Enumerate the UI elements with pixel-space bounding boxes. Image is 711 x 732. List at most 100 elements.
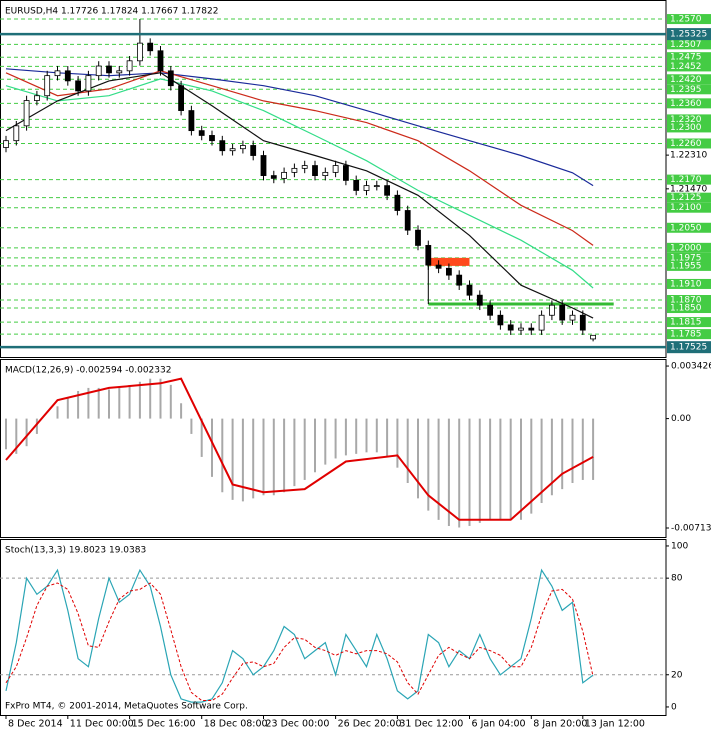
candle-body <box>322 171 329 176</box>
level-box <box>667 341 711 354</box>
candle-body <box>497 314 504 326</box>
y-tick-box <box>667 317 711 328</box>
y-tick-label: 1.1975 <box>670 253 702 263</box>
panel-frame <box>0 539 667 716</box>
candle-body <box>332 165 339 173</box>
candle-body <box>549 304 555 316</box>
candle-body <box>435 264 442 269</box>
y-tick-label: 1.2320 <box>670 115 702 125</box>
x-tick-label: 23 Dec 00:00 <box>266 719 330 730</box>
candle-body <box>126 60 133 72</box>
y-tick-label: 1.2507 <box>670 40 702 50</box>
copyright: FxPro MT4, © 2001-2014, MetaQuotes Softw… <box>5 702 248 712</box>
zone <box>428 257 470 266</box>
candle-body <box>507 324 514 331</box>
panel-title: MACD(12,26,9) -0.002594 -0.002332 <box>5 366 171 376</box>
candle-body <box>229 148 236 152</box>
price-label: 1.21470 <box>670 184 707 194</box>
candle-body <box>384 185 391 196</box>
level-label: 1.25325 <box>670 30 707 40</box>
y-tick-box <box>667 98 711 109</box>
y-tick-label: 1.1785 <box>670 330 702 340</box>
y-tick-label: 1.2050 <box>670 223 702 233</box>
candle-body <box>569 314 576 321</box>
moving-average <box>5 78 594 289</box>
y-tick-label: 1.2260 <box>670 139 702 149</box>
candle-body <box>538 314 545 331</box>
y-tick-label: 1.2170 <box>670 175 702 185</box>
candle-body <box>136 42 143 62</box>
y-tick-label: 1.2475 <box>670 53 702 63</box>
candle-body <box>291 167 298 173</box>
y-tick-label: -0.007134 <box>671 524 711 534</box>
candle-body <box>13 125 20 142</box>
y-tick-box <box>667 84 711 95</box>
candle-body <box>219 140 226 152</box>
price-label: 1.22310 <box>670 151 707 161</box>
x-tick-label: 6 Jan 04:00 <box>472 719 526 730</box>
y-tick-box <box>667 252 711 263</box>
panel-title: EURUSD,H4 1.17726 1.17824 1.17667 1.1782… <box>5 7 218 17</box>
candle-body <box>250 145 257 156</box>
x-tick-label: 18 Dec 08:00 <box>204 719 268 730</box>
candle-body <box>281 171 288 179</box>
y-tick-label: 1.2000 <box>670 243 702 253</box>
x-tick-label: 15 Dec 16:00 <box>132 719 196 730</box>
candle-body <box>404 210 411 231</box>
moving-average <box>5 72 594 319</box>
y-tick-label: 1.1850 <box>670 304 702 314</box>
candle-body <box>198 130 205 136</box>
y-tick-label: 1.2570 <box>670 15 702 25</box>
candle-body <box>147 42 154 52</box>
candle-body <box>239 145 246 150</box>
y-tick-box <box>667 14 711 25</box>
y-tick-box <box>667 114 711 125</box>
y-tick-label: 1.2360 <box>670 99 702 109</box>
candle-body <box>23 100 30 127</box>
y-tick-label: 100 <box>671 541 688 551</box>
x-tick-label: 13 Jan 12:00 <box>585 719 645 730</box>
y-tick-label: 1.2452 <box>670 62 702 72</box>
candle-body <box>157 50 164 72</box>
candle-body <box>394 194 401 211</box>
y-tick-box <box>667 192 711 203</box>
candle-body <box>64 70 71 82</box>
x-tick-label: 8 Dec 2014 <box>8 719 63 730</box>
candle-body <box>363 185 370 191</box>
candle-body <box>167 70 174 87</box>
candle-body <box>270 175 277 179</box>
candle-body <box>415 229 421 246</box>
candle-body <box>188 110 195 132</box>
y-tick-label: 1.2100 <box>670 203 702 213</box>
y-tick-box <box>667 303 711 314</box>
y-tick-label: 1.2395 <box>670 85 702 95</box>
candle-body <box>456 274 463 286</box>
level-box <box>667 28 711 41</box>
y-tick-box <box>667 329 711 340</box>
candle-body <box>312 165 318 176</box>
y-tick-box <box>667 202 711 213</box>
y-tick-label: 1.2420 <box>670 75 702 85</box>
y-tick-label: 1.1955 <box>670 261 702 271</box>
y-tick-box <box>667 122 711 133</box>
candle-body <box>116 70 123 74</box>
y-tick-box <box>667 174 711 185</box>
candle-body <box>34 95 40 101</box>
candle-body <box>425 245 432 266</box>
moving-average <box>5 70 594 246</box>
candle-body <box>445 267 452 276</box>
candle-body <box>518 327 524 331</box>
candle-body <box>353 180 360 191</box>
x-tick-label: 11 Dec 00:00 <box>70 719 134 730</box>
macd-signal <box>5 377 594 521</box>
x-tick-label: 8 Jan 20:00 <box>533 719 587 730</box>
y-tick-label: 0.00 <box>671 414 691 424</box>
y-tick-label: 1.2300 <box>670 123 702 133</box>
candle-body <box>559 304 566 321</box>
y-tick-box <box>667 138 711 149</box>
candle-body <box>106 65 112 74</box>
y-tick-label: 1.1870 <box>670 296 702 306</box>
candle-body <box>260 155 267 176</box>
y-tick-box <box>667 74 711 85</box>
y-tick-box <box>667 278 711 289</box>
